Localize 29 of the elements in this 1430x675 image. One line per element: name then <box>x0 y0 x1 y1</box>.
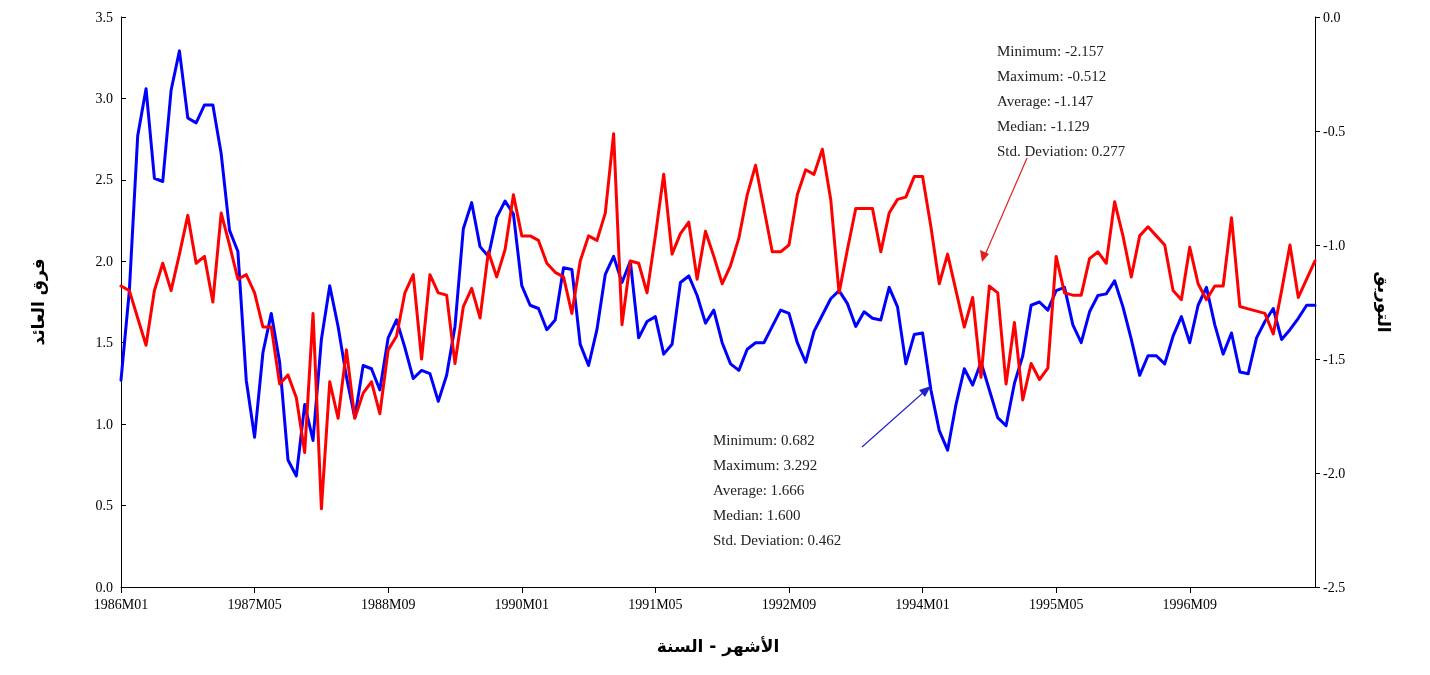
y-tick-label: 1.5 <box>95 335 113 351</box>
y2-tick-label: -1.5 <box>1323 351 1346 367</box>
x-tick-label: 1986M01 <box>93 596 149 612</box>
x-tick-label: 1990M01 <box>494 596 550 612</box>
y-tick-label: 0.0 <box>95 579 113 595</box>
annotation: Minimum: -2.157 Maximum: -0.512 Average: -1.147 Median: -1.129 Std. Deviation: 0.277 <box>997 42 1126 159</box>
y-tick-label: 2.5 <box>95 172 113 188</box>
x-tick-label: 1995M05 <box>1028 596 1084 612</box>
y-tick-label: 2.0 <box>95 253 113 269</box>
line-series <box>119 132 1317 511</box>
x-tick-label: 1994M01 <box>895 596 950 612</box>
y-tick-label: 0.5 <box>95 498 113 514</box>
y2-tick-label: -2.0 <box>1323 465 1346 481</box>
y-tick-label: 3.5 <box>95 9 113 25</box>
x-tick-label: 1991M05 <box>628 596 683 612</box>
y-axis-title: فرق العائد <box>27 258 49 346</box>
x-axis-title: الأشهر - السنة <box>656 635 780 657</box>
y2-tick-label: -2.5 <box>1323 579 1346 595</box>
y-tick-label: 3.0 <box>95 90 113 106</box>
y-tick-label: 1.0 <box>95 416 113 432</box>
x-tick-label: 1987M05 <box>227 596 282 612</box>
y2-axis-title: التوريق <box>1372 271 1394 333</box>
annotation: Minimum: 0.682 Maximum: 3.292 Average: 1.666 Median: 1.600 Std. Deviation: 0.462 <box>713 431 842 548</box>
y2-tick-label: -1.0 <box>1323 237 1346 253</box>
y2-tick-label: 0.0 <box>1323 9 1341 25</box>
y2-tick-label: -0.5 <box>1323 123 1346 139</box>
x-tick-label: 1988M09 <box>360 596 416 612</box>
x-tick-label: 1996M09 <box>1162 596 1217 612</box>
x-tick-label: 1992M09 <box>761 596 817 612</box>
